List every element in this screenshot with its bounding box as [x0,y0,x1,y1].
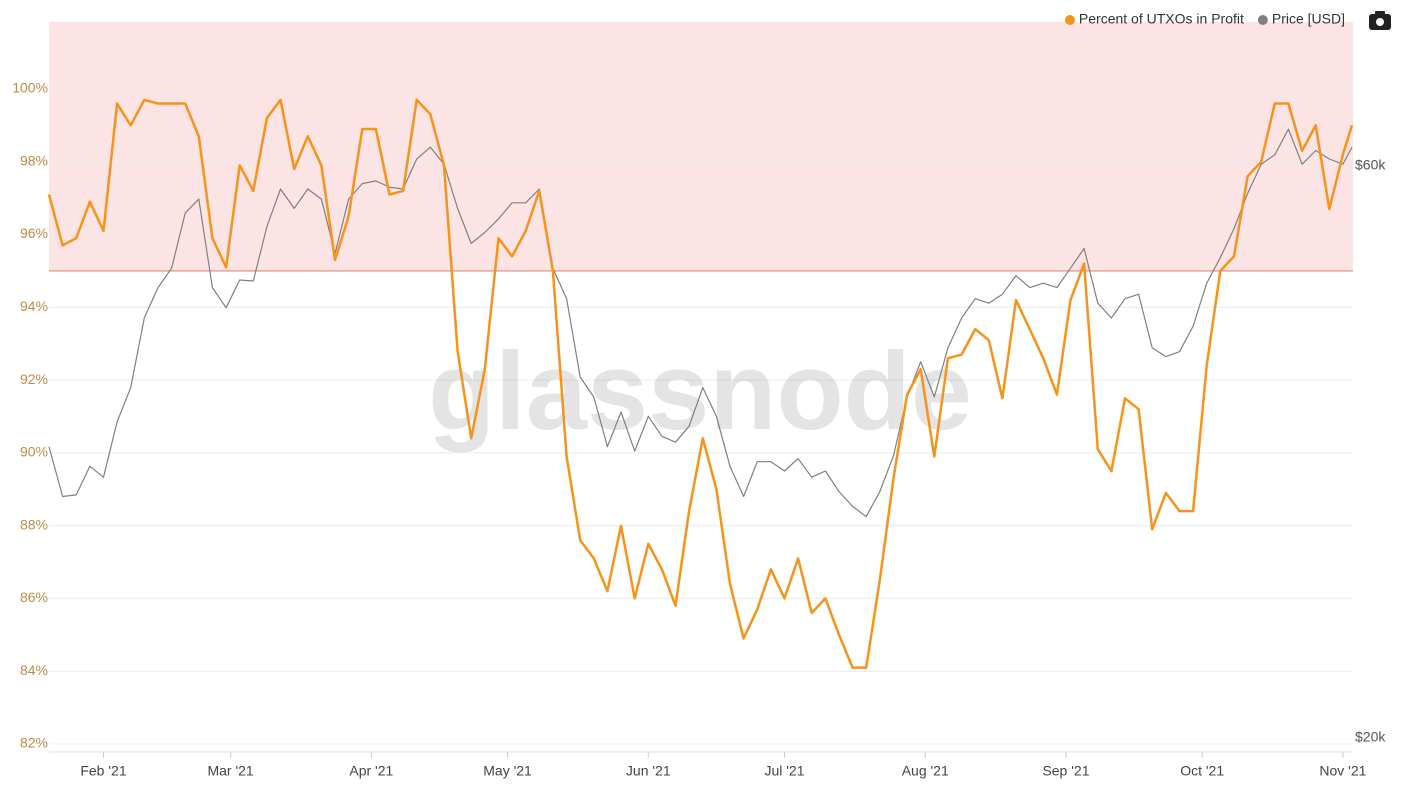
watermark: glassnode [428,330,972,453]
y-tick-label: 90% [20,444,48,460]
series-line [48,128,1353,518]
x-tick-label: Oct '21 [1180,763,1224,779]
y2-tick-label: $60k [1355,157,1386,173]
legend-label: Percent of UTXOs in Profit [1079,11,1244,27]
legend-marker [1064,15,1075,25]
x-tick-label: Nov '21 [1319,763,1366,779]
x-tick-label: Feb '21 [80,763,126,779]
y-tick-label: 86% [20,589,48,605]
y-tick-label: 82% [20,735,48,751]
legend-marker [1257,15,1268,25]
x-tick-label: Sep '21 [1042,763,1089,779]
camera-icon[interactable] [1369,11,1391,30]
y-tick-label: 88% [20,516,48,532]
y-tick-label: 94% [20,298,48,314]
camera-top [1375,11,1385,16]
y-tick-label: 100% [12,80,48,96]
x-tick-label: Jul '21 [764,763,804,779]
y-tick-label: 84% [20,662,48,678]
x-tick-label: Jun '21 [626,763,671,779]
series-line [47,98,1354,669]
x-tick-label: Aug '21 [902,763,949,779]
y-tick-label: 92% [20,371,48,387]
x-tick-label: May '21 [483,763,532,779]
highlight-band [49,22,1353,271]
camera-lens [1376,18,1384,26]
y2-tick-label: $20k [1355,729,1386,745]
y-tick-label: 98% [20,152,48,168]
x-tick-label: Apr '21 [349,763,393,779]
y-tick-label: 96% [20,225,48,241]
x-tick-label: Mar '21 [207,763,253,779]
legend-label: Price [USD] [1272,11,1345,27]
